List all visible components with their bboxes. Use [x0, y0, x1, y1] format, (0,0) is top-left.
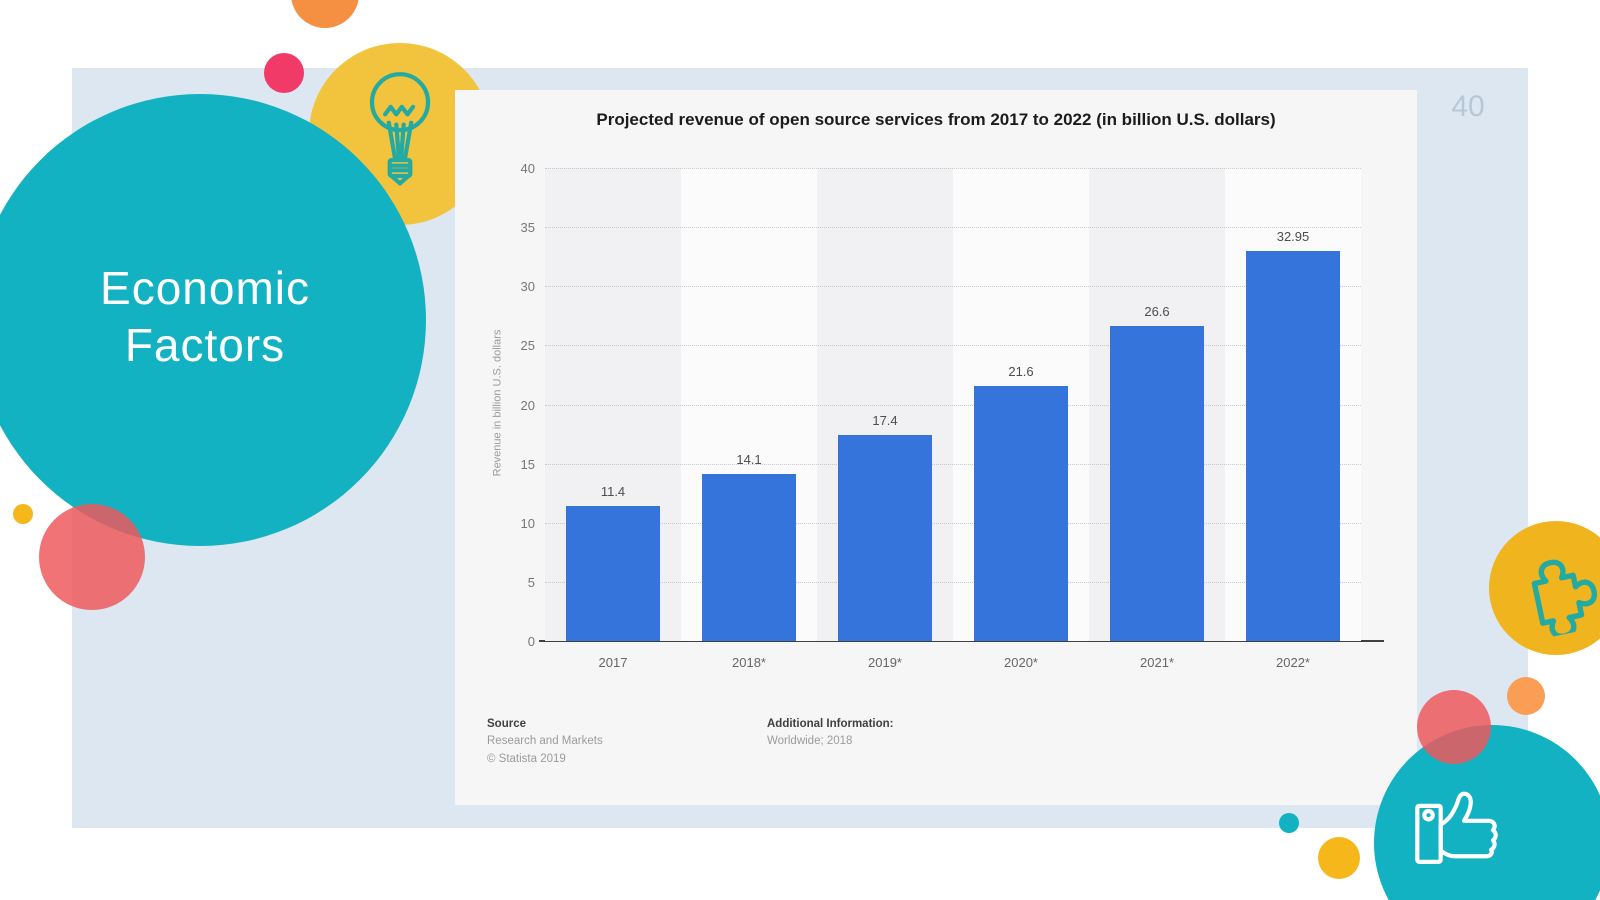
gridline [545, 286, 1361, 288]
y-tick-label: 15 [520, 456, 535, 472]
y-tick-label: 40 [520, 161, 535, 176]
chart-title: Projected revenue of open source service… [596, 110, 1276, 129]
y-tick-label: 30 [520, 279, 535, 295]
bar-value-label: 32.95 [1276, 229, 1310, 245]
decor-dot-orange-right [1507, 677, 1545, 715]
bar [566, 506, 660, 641]
gridline [545, 168, 1361, 169]
copyright-line: © Statista 2019 [487, 752, 566, 765]
decor-circle-red-right [1417, 690, 1491, 764]
lightbulb-icon [369, 72, 431, 186]
bar [974, 385, 1068, 641]
x-tick-label: 2019* [868, 655, 902, 670]
decor-dot-yellow-left [13, 504, 33, 524]
additional-info-label: Additional Information: [767, 718, 894, 730]
decor-circle-orange-top [291, 0, 359, 28]
chart-card: Projected revenue of open source service… [455, 90, 1417, 805]
y-tick-label: 0 [527, 634, 535, 649]
gridline [545, 345, 1361, 347]
bar-value-label: 17.4 [872, 413, 898, 429]
thumbs-up-icon [1415, 791, 1498, 864]
decor-dot-teal-bottom [1279, 813, 1299, 833]
bar [1110, 326, 1204, 641]
decor-circle-teal-title [0, 94, 426, 546]
plot-area: 0 5 10 15 20 25 30 35 40 11.4 2017 14.1 2018* 17.4 201… [521, 161, 1384, 670]
slide-title: Economic Factors [25, 260, 385, 374]
source-label: Source [487, 718, 526, 730]
gridline [545, 404, 1361, 406]
y-tick-label: 20 [520, 397, 535, 413]
bar-value-label: 14.1 [736, 452, 762, 468]
y-tick-label: 25 [520, 338, 535, 354]
y-tick-label: 5 [527, 574, 535, 590]
gridline [545, 227, 1361, 229]
y-tick-label: 10 [520, 515, 535, 531]
x-tick-label: 2018* [732, 655, 766, 670]
additional-info-block: Additional Information: Worldwide; 2018 [767, 716, 893, 751]
bar-value-label: 21.6 [1008, 363, 1034, 379]
gridline [545, 463, 1361, 465]
x-tick-label: 2021* [1140, 655, 1174, 670]
page-number: 40 [1451, 90, 1485, 123]
bar [1246, 251, 1340, 641]
decor-dot-yellow-bottom [1318, 837, 1360, 879]
slide-title-line-1: Economic [100, 262, 310, 314]
gridline [545, 581, 1361, 583]
bar [702, 474, 796, 641]
decor-circle-pink-top [264, 53, 304, 93]
x-tick-label: 2017 [598, 655, 628, 670]
source-line: Research and Markets [487, 735, 603, 748]
x-axis-line [539, 640, 1384, 642]
bar-value-label: 26.6 [1144, 304, 1170, 320]
source-block: Source Research and Markets © Statista 2… [487, 716, 603, 768]
slide-title-line-2: Factors [124, 319, 286, 372]
x-tick-label: 2020* [1004, 655, 1038, 670]
decor-circle-gold-puzzle [1489, 521, 1600, 655]
additional-info-line: Worldwide; 2018 [767, 735, 853, 748]
bar-value-label: 11.4 [600, 484, 626, 500]
x-tick-label: 2022* [1276, 655, 1310, 670]
puzzle-piece-icon [1531, 559, 1597, 639]
gridline [545, 522, 1361, 524]
bar [838, 435, 932, 641]
decor-circle-red-left [39, 504, 145, 610]
y-tick-label: 35 [520, 220, 535, 236]
